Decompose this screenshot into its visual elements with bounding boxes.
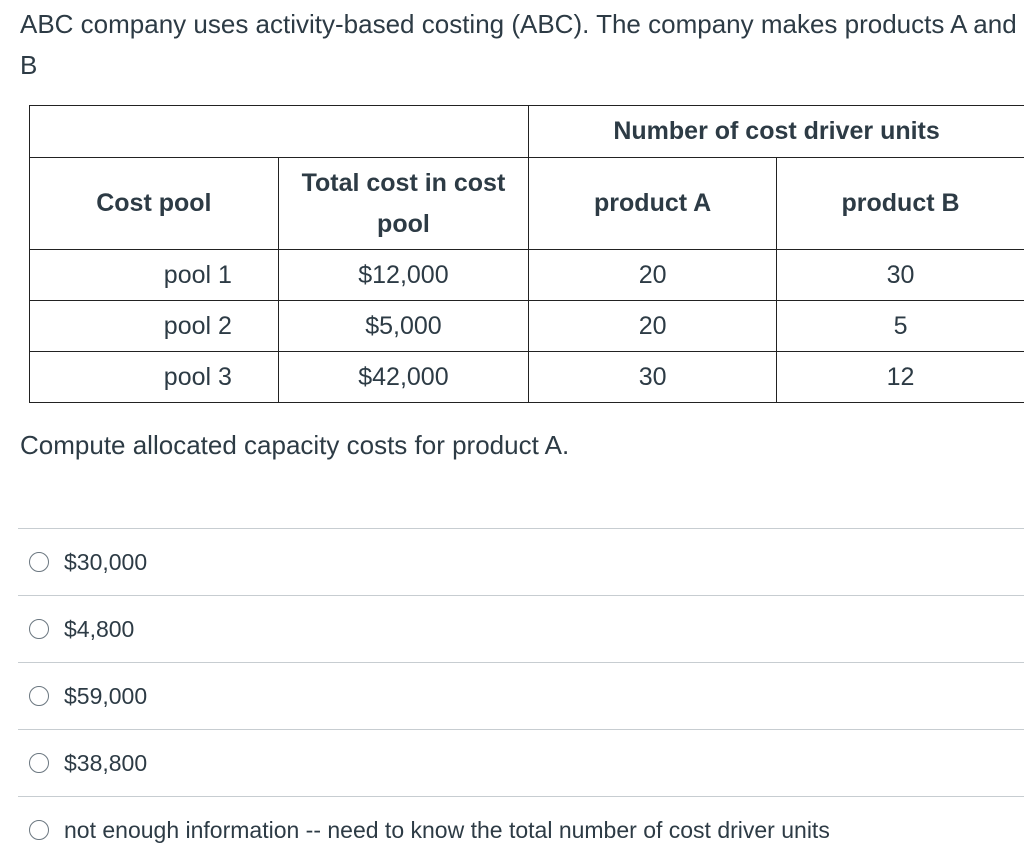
header-cost-pool: Cost pool (30, 158, 279, 250)
question-prompt: Compute allocated capacity costs for pro… (20, 425, 569, 465)
header-product-a: product A (529, 158, 777, 250)
question-text: ABC company uses activity-based costing … (20, 4, 1020, 86)
header-total-cost-label: Total cost in cost pool (293, 163, 513, 245)
answer-label: $30,000 (64, 549, 147, 576)
answer-label: not enough information -- need to know t… (64, 817, 830, 844)
radio-button[interactable] (29, 552, 49, 572)
empty-header-cell (30, 106, 529, 158)
cell-product-a: 30 (529, 352, 777, 403)
cell-pool: pool 2 (30, 301, 279, 352)
answer-label: $59,000 (64, 683, 147, 710)
table-group-header-row: Number of cost driver units (30, 106, 1024, 158)
answer-label: $4,800 (64, 616, 134, 643)
cell-total: $42,000 (278, 352, 528, 403)
cell-product-b: 12 (777, 352, 1024, 403)
header-total-cost: Total cost in cost pool (278, 158, 528, 250)
radio-button[interactable] (29, 753, 49, 773)
answer-option[interactable]: $4,800 (18, 595, 1024, 662)
table-header-row: Cost pool Total cost in cost pool produc… (30, 158, 1024, 250)
table-row: pool 1 $12,000 20 30 (30, 250, 1024, 301)
radio-button[interactable] (29, 619, 49, 639)
cell-total: $5,000 (278, 301, 528, 352)
cost-pool-table: Number of cost driver units Cost pool To… (29, 105, 1024, 403)
group-header-cost-driver-units: Number of cost driver units (529, 106, 1024, 158)
answer-option[interactable]: $59,000 (18, 662, 1024, 729)
answer-option[interactable]: $38,800 (18, 729, 1024, 796)
cell-product-a: 20 (529, 301, 777, 352)
cell-total: $12,000 (278, 250, 528, 301)
answer-list: $30,000 $4,800 $59,000 $38,800 not enoug… (18, 528, 1024, 863)
table-row: pool 3 $42,000 30 12 (30, 352, 1024, 403)
cell-pool: pool 1 (30, 250, 279, 301)
answer-option[interactable]: not enough information -- need to know t… (18, 796, 1024, 863)
cell-product-b: 30 (777, 250, 1024, 301)
cell-product-a: 20 (529, 250, 777, 301)
radio-button[interactable] (29, 686, 49, 706)
answer-option[interactable]: $30,000 (18, 528, 1024, 595)
table-row: pool 2 $5,000 20 5 (30, 301, 1024, 352)
answer-label: $38,800 (64, 750, 147, 777)
cell-pool: pool 3 (30, 352, 279, 403)
cell-product-b: 5 (777, 301, 1024, 352)
radio-button[interactable] (29, 820, 49, 840)
header-product-b: product B (777, 158, 1024, 250)
